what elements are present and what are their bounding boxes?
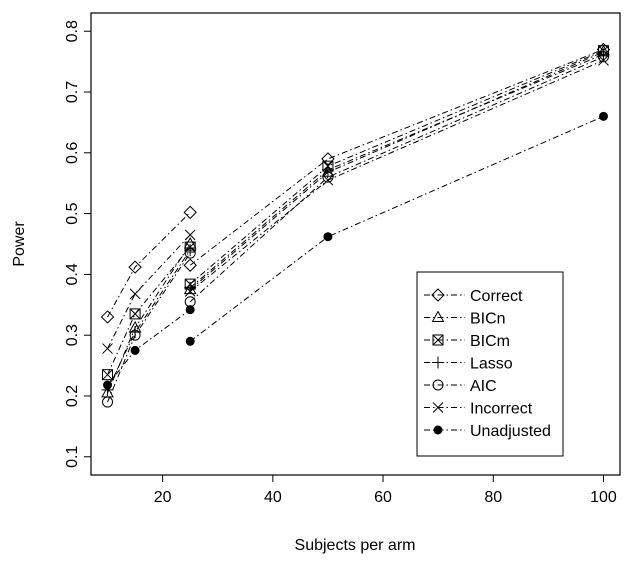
point-unadjusted — [323, 232, 333, 242]
point-aic — [184, 247, 196, 259]
legend-entry-unadjusted: Unadjusted — [424, 423, 551, 440]
point-unadjusted — [130, 345, 140, 355]
point-incorrect — [322, 174, 334, 186]
legend-marker-bicm — [432, 334, 444, 346]
series-line-correct — [189, 49, 604, 266]
point-incorrect — [102, 343, 113, 354]
x-tick-label: 100 — [590, 489, 617, 506]
series-line-unadjusted — [189, 115, 604, 342]
legend-entry-bicn: BICn — [424, 310, 506, 328]
x-tick-label: 20 — [154, 489, 172, 506]
point-aic — [597, 51, 609, 63]
legend-marker-incorrect — [432, 402, 444, 413]
legend-entry-aic: AIC — [424, 378, 497, 395]
point-correct — [128, 260, 142, 274]
point-aic — [322, 171, 334, 183]
legend-marker-lasso — [432, 356, 444, 369]
series-line-bicm — [189, 50, 604, 285]
series-line-correct — [107, 212, 191, 318]
y-tick-label: 0.1 — [64, 446, 81, 468]
point-correct — [321, 152, 335, 166]
x-axis: 20 40 60 80 100 — [154, 475, 617, 506]
point-correct — [183, 205, 197, 220]
legend: Correct BICn BICm Lasso AIC Incorrect Unadjust… — [416, 271, 564, 457]
point-lasso — [321, 163, 334, 176]
point-unadjusted — [185, 305, 195, 315]
y-tick-label: 0.4 — [64, 263, 81, 285]
legend-entry-lasso: Lasso — [424, 356, 513, 373]
legend-label: AIC — [470, 378, 497, 395]
legend-label: Lasso — [470, 356, 513, 373]
legend-label: Correct — [470, 288, 523, 305]
legend-entry-correct: Correct — [424, 288, 523, 305]
point-correct — [183, 258, 197, 272]
series-incorrect — [102, 55, 609, 354]
y-axis: 0.1 0.2 0.3 0.4 0.5 0.6 0.7 0.8 — [64, 20, 91, 468]
series-line-incorrect — [107, 234, 191, 349]
series-aic — [102, 51, 609, 408]
series-line-aic — [107, 252, 191, 403]
legend-label: BICn — [470, 311, 506, 328]
legend-box — [416, 271, 564, 457]
point-bicm — [129, 308, 141, 320]
y-tick-label: 0.8 — [64, 20, 81, 42]
point-incorrect — [598, 55, 609, 66]
series-layer — [100, 42, 611, 408]
plot-frame — [90, 12, 621, 476]
legend-marker-unadjusted — [433, 425, 443, 435]
point-aic — [102, 396, 114, 408]
x-tick-label: 40 — [264, 489, 282, 506]
series-correct — [100, 42, 611, 324]
point-correct — [100, 310, 115, 324]
y-tick-label: 0.2 — [64, 385, 81, 407]
y-axis-title: Power — [11, 221, 28, 267]
legend-entry-bicm: BICm — [424, 333, 510, 350]
series-unadjusted — [103, 111, 608, 390]
y-tick-label: 0.3 — [64, 324, 81, 346]
x-tick-label: 60 — [374, 489, 392, 506]
point-incorrect — [129, 288, 141, 300]
legend-label: BICm — [470, 333, 510, 350]
legend-label: Incorrect — [470, 401, 533, 418]
legend-marker-aic — [432, 379, 444, 391]
point-aic — [129, 329, 141, 341]
x-axis-title: Subjects per arm — [295, 537, 416, 554]
point-unadjusted — [185, 336, 195, 346]
series-line-bicm — [107, 246, 191, 375]
legend-entry-incorrect: Incorrect — [424, 401, 533, 418]
legend-marker-bicn — [431, 310, 445, 322]
point-incorrect — [184, 286, 196, 297]
series-line-incorrect — [189, 59, 604, 292]
y-tick-label: 0.5 — [64, 202, 81, 224]
legend-marker-correct — [431, 288, 445, 302]
series-line-lasso — [189, 53, 604, 289]
y-tick-label: 0.7 — [64, 81, 81, 103]
x-tick-label: 80 — [484, 489, 502, 506]
y-tick-label: 0.6 — [64, 142, 81, 164]
point-unadjusted — [103, 380, 113, 390]
point-bicm — [102, 369, 114, 381]
series-line-aic — [189, 56, 604, 303]
point-incorrect — [184, 229, 196, 241]
legend-label: Unadjusted — [470, 423, 551, 440]
point-unadjusted — [598, 111, 608, 121]
